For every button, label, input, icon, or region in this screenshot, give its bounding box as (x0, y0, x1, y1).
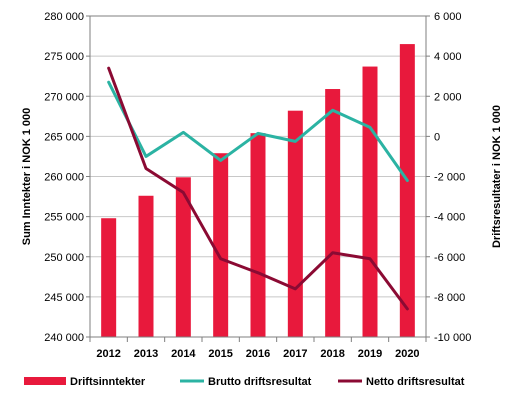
x-tick-label: 2015 (208, 348, 232, 360)
left-tick-label: 260 000 (44, 172, 84, 184)
left-tick-label: 245 000 (44, 292, 84, 304)
bar-series (101, 44, 415, 338)
x-tick-label: 2017 (283, 348, 307, 360)
right-tick-label: -2 000 (434, 172, 465, 184)
left-tick-label: 275 000 (44, 51, 84, 63)
bar-driftsinntekter (213, 153, 229, 337)
line-series (107, 66, 409, 311)
x-axis-ticks: 2012 2013 2014 2015 2016 2017 2018 2019 2020 (89, 337, 427, 360)
bar-driftsinntekter (399, 44, 415, 338)
legend-label: Netto driftsresultat (366, 376, 465, 388)
right-tick-label: -10 000 (434, 332, 471, 344)
line-brutto-driftsresultat (107, 80, 409, 183)
x-tick-label: 2016 (246, 348, 270, 360)
right-axis-ticks: -10 000 -8 000 -6 000 -4 000 -2 000 0 2 000 4 0… (426, 11, 471, 344)
right-axis-title: Driftsresultater i NOK 1 000 (491, 105, 503, 248)
left-tick-label: 250 000 (44, 252, 84, 264)
right-tick-label: -6 000 (434, 252, 465, 264)
bar-driftsinntekter (101, 218, 117, 337)
line-netto-driftsresultat (107, 66, 409, 311)
bar-driftsinntekter (175, 177, 191, 337)
x-tick-label: 2013 (134, 348, 158, 360)
left-tick-label: 280 000 (44, 11, 84, 23)
x-tick-label: 2014 (171, 348, 196, 360)
left-tick-label: 270 000 (44, 91, 84, 103)
x-tick-label: 2018 (320, 348, 344, 360)
right-tick-label: 6 000 (434, 11, 462, 23)
right-tick-label: 4 000 (434, 51, 462, 63)
x-tick-label: 2019 (358, 348, 382, 360)
left-tick-label: 255 000 (44, 212, 84, 224)
bar-driftsinntekter (287, 110, 303, 337)
legend-swatch (24, 377, 66, 385)
x-tick-label: 2020 (395, 348, 419, 360)
legend-label: Driftsinntekter (70, 376, 146, 388)
right-tick-label: 2 000 (434, 91, 462, 103)
left-tick-label: 265 000 (44, 131, 84, 143)
left-tick-label: 240 000 (44, 332, 84, 344)
left-axis-ticks: 240 000 245 000 250 000 255 000 260 000 265 0… (44, 11, 90, 344)
bar-driftsinntekter (362, 66, 378, 338)
x-tick-label: 2012 (96, 348, 120, 360)
bar-driftsinntekter (325, 89, 341, 337)
right-tick-label: -4 000 (434, 212, 465, 224)
bar-driftsinntekter (250, 133, 266, 337)
right-tick-label: -8 000 (434, 292, 465, 304)
left-axis-title: Sum Inntekter i NOK 1 000 (21, 108, 33, 246)
bar-driftsinntekter (138, 195, 154, 337)
legend: Driftsinntekter Brutto driftsresultat Nett… (24, 376, 465, 388)
legend-label: Brutto driftsresultat (208, 376, 312, 388)
right-tick-label: 0 (434, 131, 440, 143)
